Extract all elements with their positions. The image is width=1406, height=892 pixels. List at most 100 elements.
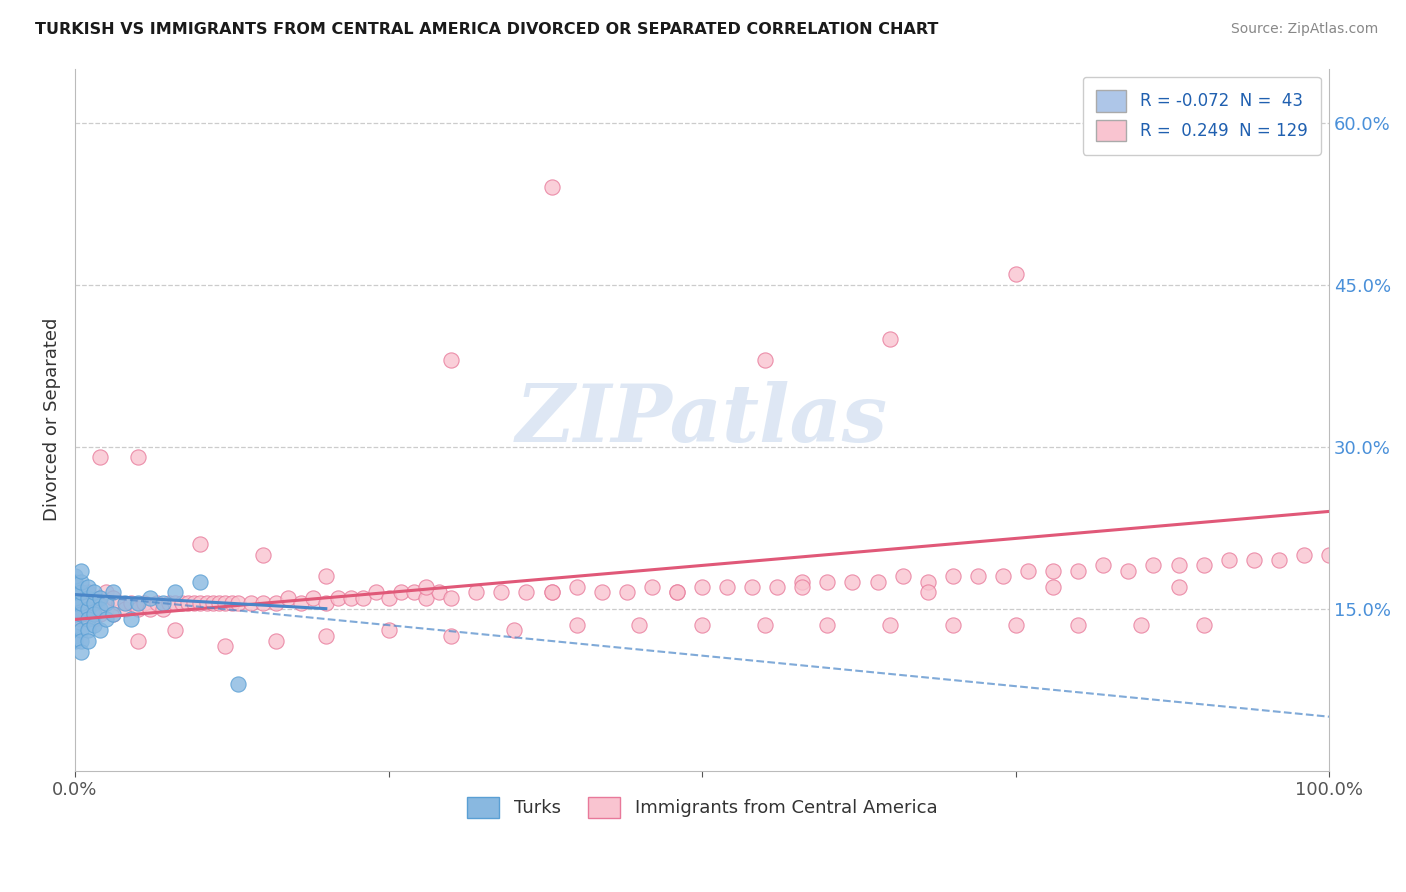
Point (83, 596, 105, 610)
Point (315, 596, 337, 610)
Point (76, 580, 98, 594)
Point (315, 629, 337, 643)
Point (1192, 618, 1215, 632)
Point (127, 450, 149, 465)
Point (967, 569, 990, 583)
Point (63, 607, 86, 621)
Point (89, 607, 111, 621)
Point (139, 591, 162, 605)
Point (70, 574, 93, 589)
Point (63, 634, 86, 648)
Point (1268, 553, 1291, 567)
Point (63, 618, 86, 632)
Point (465, 585, 488, 599)
Point (183, 596, 205, 610)
Point (96, 601, 118, 615)
Point (766, 580, 789, 594)
Point (89, 591, 111, 605)
Point (165, 596, 187, 610)
Point (1067, 564, 1090, 578)
Point (165, 624, 187, 638)
Point (415, 580, 437, 594)
Point (76, 624, 98, 638)
Point (114, 596, 136, 610)
Point (157, 596, 180, 610)
Point (264, 596, 287, 610)
Point (1192, 558, 1215, 573)
Point (415, 591, 437, 605)
Point (120, 596, 142, 610)
Point (1218, 553, 1240, 567)
Point (221, 596, 243, 610)
Point (63, 585, 86, 599)
Point (208, 596, 231, 610)
Point (120, 612, 142, 626)
Point (690, 618, 713, 632)
Point (440, 353, 463, 368)
Point (127, 601, 149, 615)
Point (1292, 548, 1315, 562)
Point (101, 607, 124, 621)
Point (665, 585, 688, 599)
Point (540, 585, 562, 599)
Point (1317, 548, 1340, 562)
Point (690, 580, 713, 594)
Point (1118, 564, 1140, 578)
Point (226, 677, 249, 691)
Point (540, 180, 562, 194)
Point (70, 601, 93, 615)
Point (328, 591, 350, 605)
Point (1042, 580, 1064, 594)
Point (565, 580, 588, 594)
Point (63, 574, 86, 589)
Point (665, 585, 688, 599)
Point (792, 574, 814, 589)
Point (63, 585, 86, 599)
Point (879, 618, 901, 632)
Point (89, 601, 111, 615)
Point (201, 596, 224, 610)
Point (63, 596, 86, 610)
Point (792, 580, 814, 594)
Point (70, 564, 93, 578)
Point (96, 612, 118, 626)
Point (815, 618, 838, 632)
Point (96, 596, 118, 610)
Point (866, 574, 889, 589)
Text: Source: ZipAtlas.com: Source: ZipAtlas.com (1230, 22, 1378, 37)
Point (63, 580, 86, 594)
Point (491, 585, 513, 599)
Point (616, 585, 638, 599)
Point (70, 585, 93, 599)
Point (101, 585, 124, 599)
Point (252, 548, 274, 562)
Y-axis label: Divorced or Separated: Divorced or Separated (44, 318, 60, 521)
Point (754, 353, 776, 368)
Point (195, 596, 218, 610)
Point (83, 596, 105, 610)
Point (63, 607, 86, 621)
Point (127, 596, 149, 610)
Point (63, 596, 86, 610)
Point (440, 629, 463, 643)
Point (83, 607, 105, 621)
Legend: Turks, Immigrants from Central America: Turks, Immigrants from Central America (460, 789, 945, 825)
Point (440, 591, 463, 605)
Point (340, 591, 363, 605)
Point (741, 580, 763, 594)
Point (591, 585, 613, 599)
Point (879, 332, 901, 346)
Point (917, 574, 939, 589)
Point (628, 618, 651, 632)
Point (1167, 580, 1189, 594)
Point (991, 569, 1014, 583)
Point (364, 585, 387, 599)
Point (226, 596, 249, 610)
Point (1167, 558, 1189, 573)
Point (70, 645, 93, 659)
Point (1004, 267, 1026, 281)
Point (891, 569, 914, 583)
Point (145, 596, 167, 610)
Point (515, 585, 537, 599)
Point (377, 624, 399, 638)
